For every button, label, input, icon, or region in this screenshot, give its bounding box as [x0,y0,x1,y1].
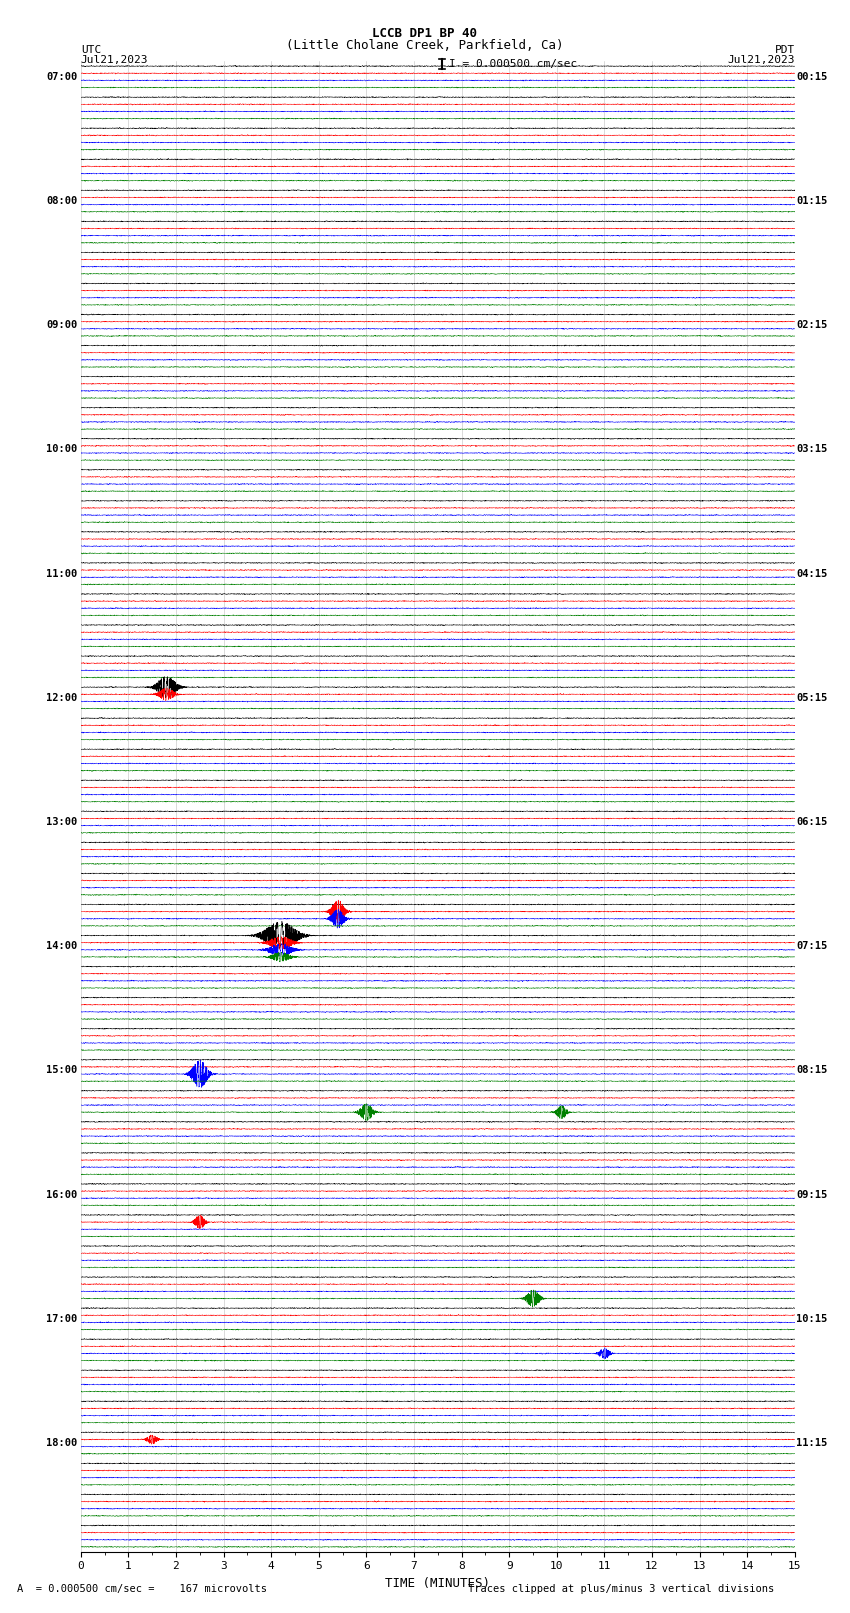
Text: 07:15: 07:15 [796,942,827,952]
Text: Traces clipped at plus/minus 3 vertical divisions: Traces clipped at plus/minus 3 vertical … [468,1584,774,1594]
Text: 09:00: 09:00 [46,321,77,331]
Text: 01:15: 01:15 [796,197,827,206]
Text: 05:15: 05:15 [796,694,827,703]
Text: 16:00: 16:00 [46,1190,77,1200]
Text: 07:00: 07:00 [46,73,77,82]
Text: Jul21,2023: Jul21,2023 [81,55,148,65]
Text: 10:15: 10:15 [796,1315,827,1324]
Text: 08:00: 08:00 [46,197,77,206]
Text: I = 0.000500 cm/sec: I = 0.000500 cm/sec [449,58,577,69]
Text: 08:15: 08:15 [796,1066,827,1076]
Text: 04:15: 04:15 [796,569,827,579]
Text: 15:00: 15:00 [46,1066,77,1076]
Text: UTC: UTC [81,45,101,55]
Text: 13:00: 13:00 [46,818,77,827]
Text: LCCB DP1 BP 40: LCCB DP1 BP 40 [372,27,478,40]
Text: 03:15: 03:15 [796,445,827,455]
Text: Jul21,2023: Jul21,2023 [728,55,795,65]
Text: 11:00: 11:00 [46,569,77,579]
Text: 17:00: 17:00 [46,1315,77,1324]
Text: 14:00: 14:00 [46,942,77,952]
Text: 11:15: 11:15 [796,1439,827,1448]
Text: PDT: PDT [774,45,795,55]
Text: 18:00: 18:00 [46,1439,77,1448]
Text: (Little Cholane Creek, Parkfield, Ca): (Little Cholane Creek, Parkfield, Ca) [286,39,564,52]
Text: 06:15: 06:15 [796,818,827,827]
Text: 00:15: 00:15 [796,73,827,82]
Text: A  = 0.000500 cm/sec =    167 microvolts: A = 0.000500 cm/sec = 167 microvolts [17,1584,267,1594]
Text: 10:00: 10:00 [46,445,77,455]
Text: 02:15: 02:15 [796,321,827,331]
Text: 12:00: 12:00 [46,694,77,703]
X-axis label: TIME (MINUTES): TIME (MINUTES) [385,1578,490,1590]
Text: 09:15: 09:15 [796,1190,827,1200]
